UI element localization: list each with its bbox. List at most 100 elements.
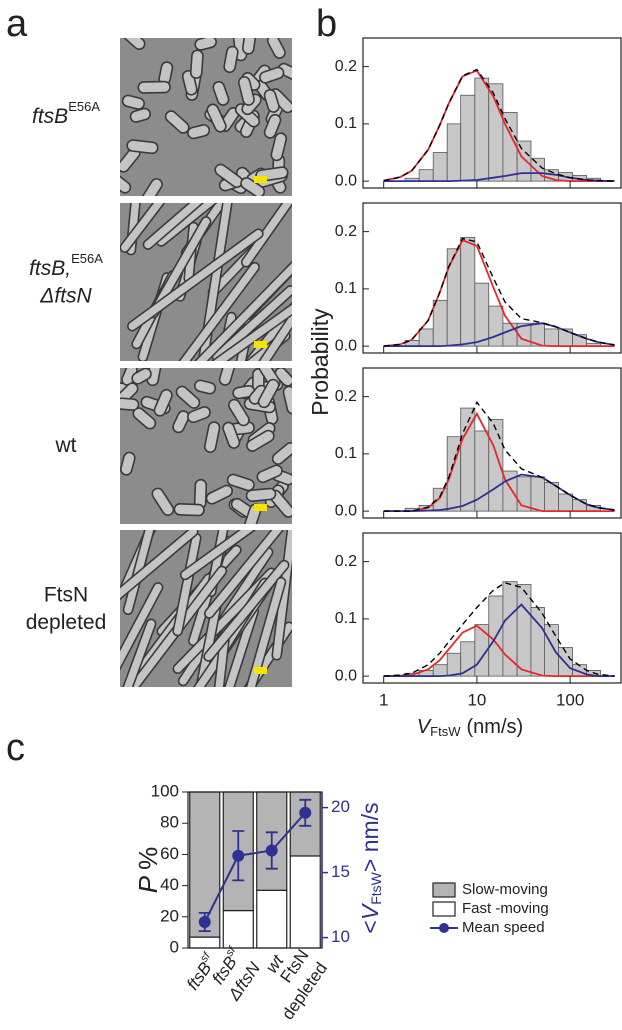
cell [187,406,211,424]
fit-curve [383,69,615,182]
y-tick-label: 0.2 [335,223,357,240]
histogram-bar [474,282,490,347]
cell [131,368,152,385]
cell [193,379,217,395]
plot-frame [362,367,622,519]
fit-curve [383,582,615,677]
scale-bar [254,341,267,348]
cell [245,487,277,502]
cell [205,484,234,505]
scale-bar [254,504,267,511]
fit-curve [383,68,615,182]
x-axis-label: VFtsW (nm/s) [417,716,523,739]
cell [120,582,164,678]
fit-curve [383,401,615,512]
cell [187,124,211,140]
cell [223,45,239,74]
histogram-bar [418,169,434,182]
cell [121,94,145,110]
cell [218,368,237,386]
mean-speed-line [203,812,306,923]
cell [246,429,275,452]
x-tick-label: 10 [467,690,486,709]
row-label-sup: E56A [68,99,100,114]
cell [120,451,136,476]
y-tick-label: 0.1 [335,115,357,132]
y-tick-label: 20 [160,906,179,925]
row-label-line2: depleted [26,611,107,634]
histogram-bar [558,493,573,512]
y2-label-pre: < [357,920,383,933]
legend-label: Fast -moving [462,900,549,917]
cell [222,421,241,449]
plot-frame [362,37,622,189]
cell [244,576,287,687]
cell [126,139,159,155]
cell [120,618,157,687]
cell [282,385,292,415]
fit-curve [383,172,615,182]
cell [194,38,217,51]
plot-frame [362,202,622,354]
row-label-name: wt [55,434,77,457]
y2-label-var: V [357,902,383,920]
cell [179,530,292,581]
x-tick-label: 1 [379,690,388,709]
micrograph [120,368,292,524]
histogram-bar [572,499,587,512]
histogram-bar [544,328,559,347]
cell [259,66,285,84]
cell [237,76,255,106]
histogram-bar [418,328,434,347]
cell [189,49,204,79]
histogram-bar [544,624,559,677]
y-label-var: P [133,875,163,893]
cell [141,178,163,196]
y-tick-label: 40 [160,875,179,894]
cell [263,88,280,113]
cell [212,80,230,106]
fit-curve [383,603,615,677]
histogram-bar [516,140,532,182]
legend-swatch [432,882,456,898]
cell [164,110,190,134]
cell [271,441,292,465]
y-tick-label: 0.2 [335,553,357,570]
y-label-unit: % [133,847,163,870]
micrograph [120,38,292,196]
y-tick-label: 0.1 [335,280,357,297]
cell [129,107,152,123]
cell [120,203,180,253]
histogram-bar [432,664,448,677]
cell [181,258,292,361]
legend-swatch [432,901,456,917]
cell [245,272,292,361]
y-tick-label: 0.1 [335,610,357,627]
panel-label: a [6,3,28,45]
stacked-bar [289,855,321,949]
cell [120,530,199,631]
y-tick-label: 0.2 [335,388,357,405]
cell [172,410,190,434]
cell [228,398,250,427]
row-label: wt [55,434,77,457]
y-tick-label: 0.1 [335,445,357,462]
histogram-bar [446,248,462,347]
cell [127,228,264,332]
row-label-name: FtsN [44,583,88,606]
y-tick-label: 0.0 [335,337,357,354]
cell [203,559,290,662]
y-tick-label: 0.0 [335,172,357,189]
histogram-bar [446,652,462,677]
stacked-bar [256,889,288,949]
fit-curve [383,237,615,347]
row-label: FtsN [44,583,88,606]
scale-bar [254,667,267,674]
mean-speed-point [265,844,278,857]
cell [226,473,255,492]
legend-label: Slow-moving [462,881,548,898]
y-tick-label: 0 [170,937,179,956]
row-label-line2: ΔftsN [39,285,92,308]
